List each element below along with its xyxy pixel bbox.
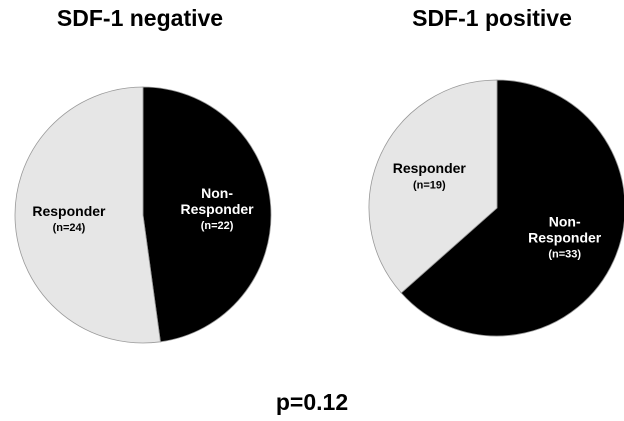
slice-label: Responder	[393, 160, 467, 176]
pie-slice	[400, 79, 624, 337]
pie-slice	[142, 86, 272, 343]
chart-title: SDF-1 positive	[412, 5, 572, 31]
pie-slice	[14, 86, 161, 344]
slice-label: Non-Responder	[528, 213, 602, 245]
slice-count: (n=22)	[201, 220, 234, 232]
chart-title: SDF-1 negative	[57, 5, 223, 31]
slice-count: (n=24)	[53, 222, 86, 234]
slice-label: Responder	[32, 203, 106, 219]
slice-count: (n=19)	[413, 179, 446, 191]
slice-count: (n=33)	[548, 248, 581, 260]
p-value: p=0.12	[276, 389, 348, 415]
slice-label: Non-Responder	[181, 185, 255, 217]
pie-slice	[368, 79, 498, 294]
